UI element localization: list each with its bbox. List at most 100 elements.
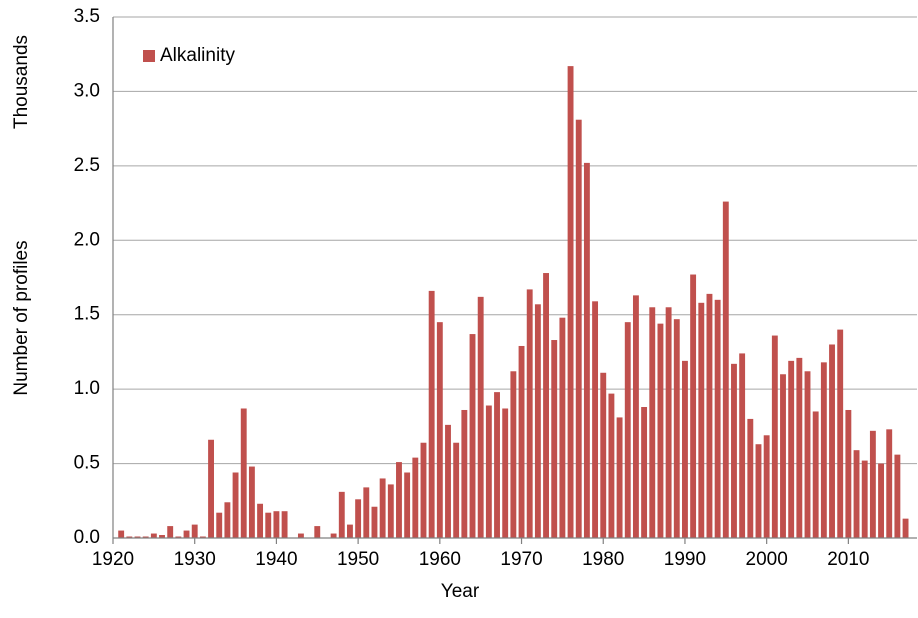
bar xyxy=(526,289,533,538)
bar xyxy=(240,408,247,538)
bar xyxy=(453,442,460,538)
bar xyxy=(396,462,402,538)
bar xyxy=(363,487,370,538)
bar xyxy=(347,524,353,538)
y-tick-label: 0.5 xyxy=(74,453,100,474)
bar xyxy=(755,444,762,538)
bar xyxy=(722,201,729,538)
bar xyxy=(780,374,786,538)
x-axis-label: Year xyxy=(441,581,480,602)
bar xyxy=(714,299,721,538)
bar xyxy=(812,411,819,538)
bar xyxy=(469,334,476,538)
bar xyxy=(412,457,419,538)
bar xyxy=(583,162,590,538)
bar xyxy=(216,512,223,538)
bar xyxy=(134,536,141,538)
bar xyxy=(592,301,599,538)
bar xyxy=(665,307,672,538)
bar xyxy=(690,274,697,538)
bar xyxy=(428,290,435,538)
bar xyxy=(788,360,795,538)
x-tick-label: 1940 xyxy=(255,549,297,570)
bar xyxy=(330,533,337,538)
bar xyxy=(739,353,746,538)
bar xyxy=(632,295,639,538)
bar xyxy=(869,430,876,538)
bar xyxy=(894,454,901,538)
bar xyxy=(445,424,451,538)
bar xyxy=(829,344,835,538)
bar xyxy=(682,360,688,538)
bar xyxy=(616,417,623,538)
y-axis-label: Number of profiles xyxy=(11,240,32,395)
y-unit-label: Thousands xyxy=(11,35,32,129)
bar xyxy=(126,536,133,538)
bar xyxy=(150,533,157,538)
bar xyxy=(265,512,272,538)
bar xyxy=(199,536,206,538)
bar xyxy=(731,363,737,538)
bar xyxy=(649,307,656,538)
bar xyxy=(820,362,827,538)
x-tick-label: 1960 xyxy=(419,549,461,570)
x-tick-label: 1990 xyxy=(664,549,706,570)
bar xyxy=(845,409,852,538)
bar xyxy=(551,340,558,538)
bar xyxy=(404,472,411,538)
x-tick-label: 2000 xyxy=(746,549,788,570)
bar xyxy=(379,478,386,538)
bar xyxy=(420,442,427,538)
bar xyxy=(461,409,468,538)
y-tick-label: 3.5 xyxy=(74,6,100,27)
x-tick-label: 1970 xyxy=(500,549,542,570)
plot-area xyxy=(118,66,909,538)
bar xyxy=(338,491,345,538)
bar xyxy=(706,293,713,538)
bar xyxy=(575,119,582,538)
bar xyxy=(142,536,149,538)
x-tick-label: 1950 xyxy=(337,549,379,570)
bar xyxy=(902,518,909,538)
bar xyxy=(698,302,705,538)
bar xyxy=(559,317,566,538)
bar xyxy=(232,472,239,538)
y-tick-label: 0.0 xyxy=(74,527,100,548)
bar xyxy=(281,511,288,538)
bar xyxy=(273,511,280,538)
y-tick-label: 3.0 xyxy=(74,80,100,101)
bar xyxy=(624,322,631,538)
bar xyxy=(796,357,803,538)
y-tick-label: 1.0 xyxy=(74,378,100,399)
bar xyxy=(837,329,844,538)
bar xyxy=(600,372,607,538)
bar xyxy=(886,429,893,538)
x-tick-label: 2010 xyxy=(827,549,869,570)
bar xyxy=(175,536,182,538)
bar xyxy=(608,393,615,538)
bar xyxy=(183,530,190,538)
bar xyxy=(118,530,125,538)
bar xyxy=(314,526,321,538)
bar xyxy=(208,439,214,538)
bar xyxy=(878,463,884,538)
bar xyxy=(657,323,664,538)
bar xyxy=(502,408,509,538)
bar xyxy=(191,524,198,538)
bar xyxy=(534,304,541,538)
bar xyxy=(477,296,484,538)
bar xyxy=(804,371,811,538)
bar xyxy=(167,526,174,538)
x-tick-label: 1920 xyxy=(92,549,134,570)
bar xyxy=(853,450,860,538)
bar xyxy=(355,499,362,538)
bar xyxy=(494,392,500,538)
legend-label: Alkalinity xyxy=(160,45,235,66)
bar xyxy=(771,335,778,538)
bar xyxy=(641,407,648,538)
bar xyxy=(248,466,255,538)
x-tick-label: 1980 xyxy=(582,549,624,570)
bar xyxy=(387,484,394,538)
bar xyxy=(543,273,549,538)
